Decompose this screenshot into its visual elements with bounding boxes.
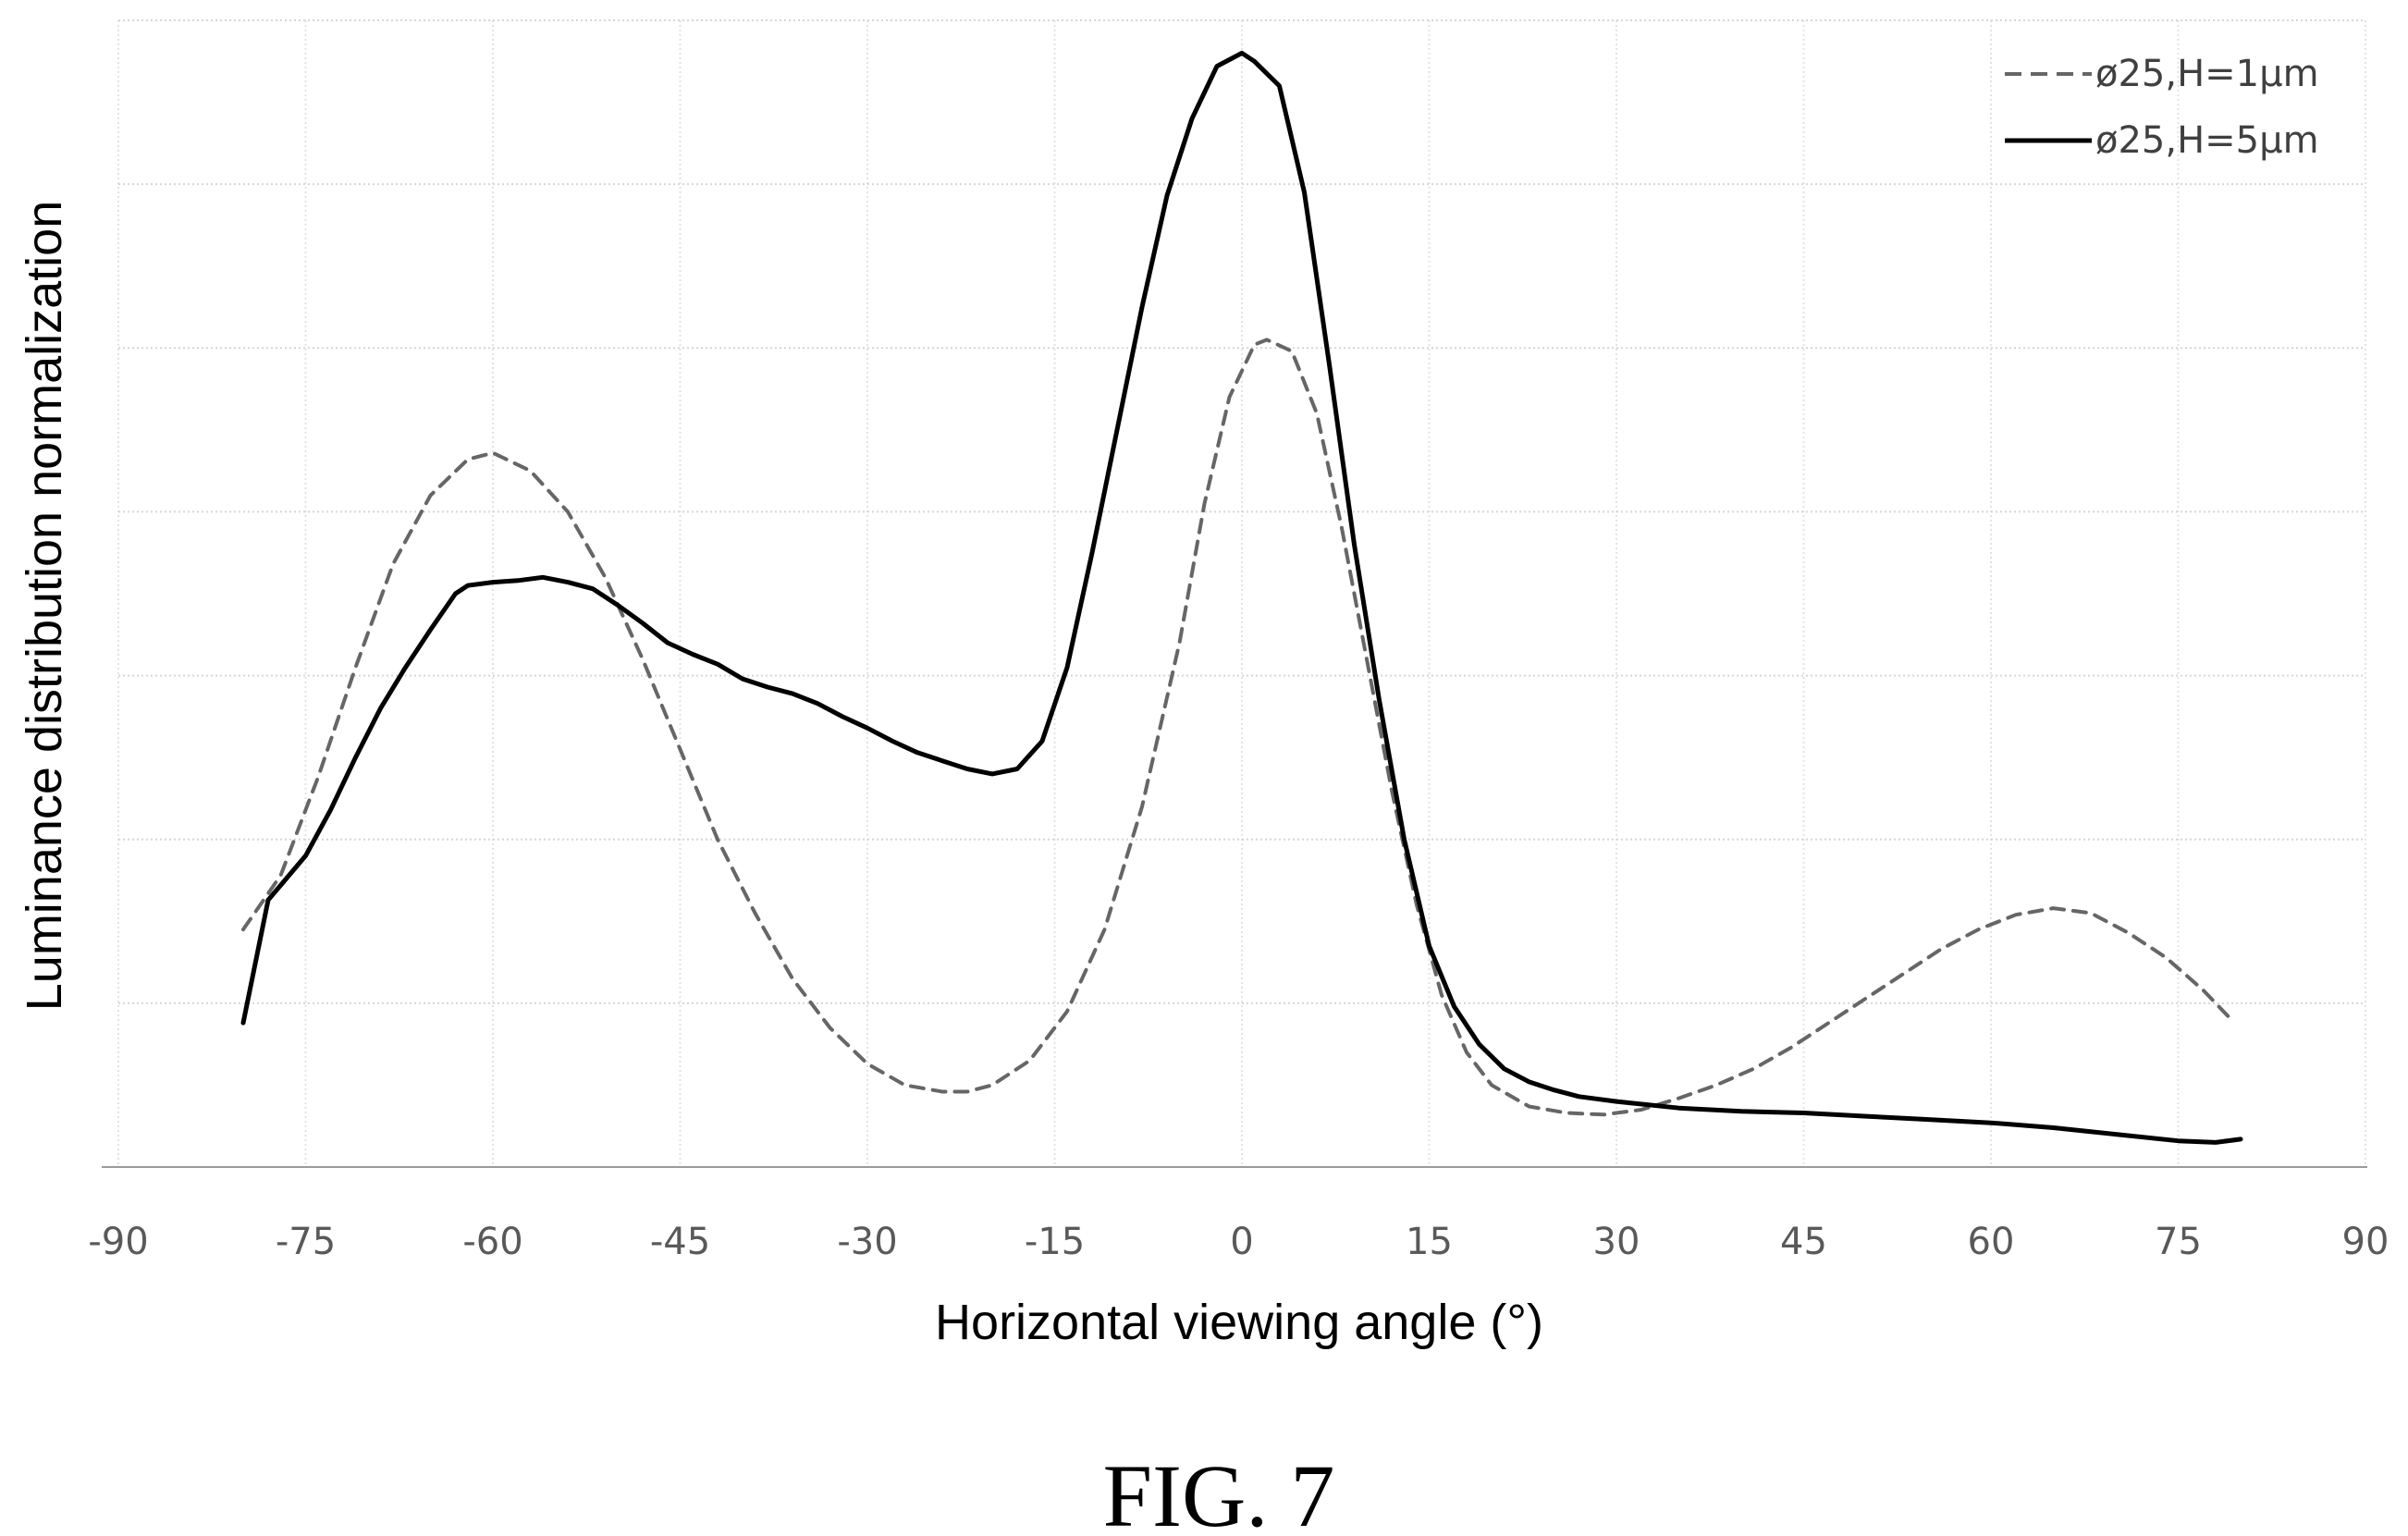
- legend: ø25,H=1μm ø25,H=5μm: [2005, 53, 2319, 162]
- x-tick-label: -60: [462, 1221, 522, 1263]
- figure-caption: FIG. 7: [1103, 1446, 1335, 1536]
- legend-label-series-2: ø25,H=5μm: [2095, 119, 2319, 162]
- x-tick-label: -45: [650, 1221, 710, 1263]
- x-tick-label: -90: [88, 1221, 148, 1263]
- grid-lines: [117, 19, 2366, 1167]
- x-tick-label: 30: [1593, 1221, 1640, 1263]
- x-tick-label: 45: [1780, 1221, 1827, 1263]
- y-axis-title: Luminance distribution normalization: [17, 201, 72, 1011]
- series-line-solid: [240, 50, 2243, 1145]
- x-tick-labels: -90 -75 -60 -45 -30 -15 0 15 30 45 60 75 90: [88, 1221, 2389, 1263]
- series-line-dashed: [241, 338, 2230, 1117]
- x-tick-label: -30: [837, 1221, 897, 1263]
- x-tick-label: -75: [276, 1221, 336, 1263]
- x-tick-label: 75: [2155, 1221, 2202, 1263]
- x-tick-label: 15: [1406, 1221, 1453, 1263]
- x-axis-title: Horizontal viewing angle (°): [935, 1295, 1543, 1350]
- x-tick-label: 0: [1230, 1221, 1253, 1263]
- legend-label-series-1: ø25,H=1μm: [2095, 53, 2319, 95]
- x-tick-label: -15: [1025, 1221, 1085, 1263]
- series-lines: [240, 50, 2243, 1145]
- x-tick-label: 60: [1968, 1221, 2015, 1263]
- x-tick-label: 90: [2342, 1221, 2390, 1263]
